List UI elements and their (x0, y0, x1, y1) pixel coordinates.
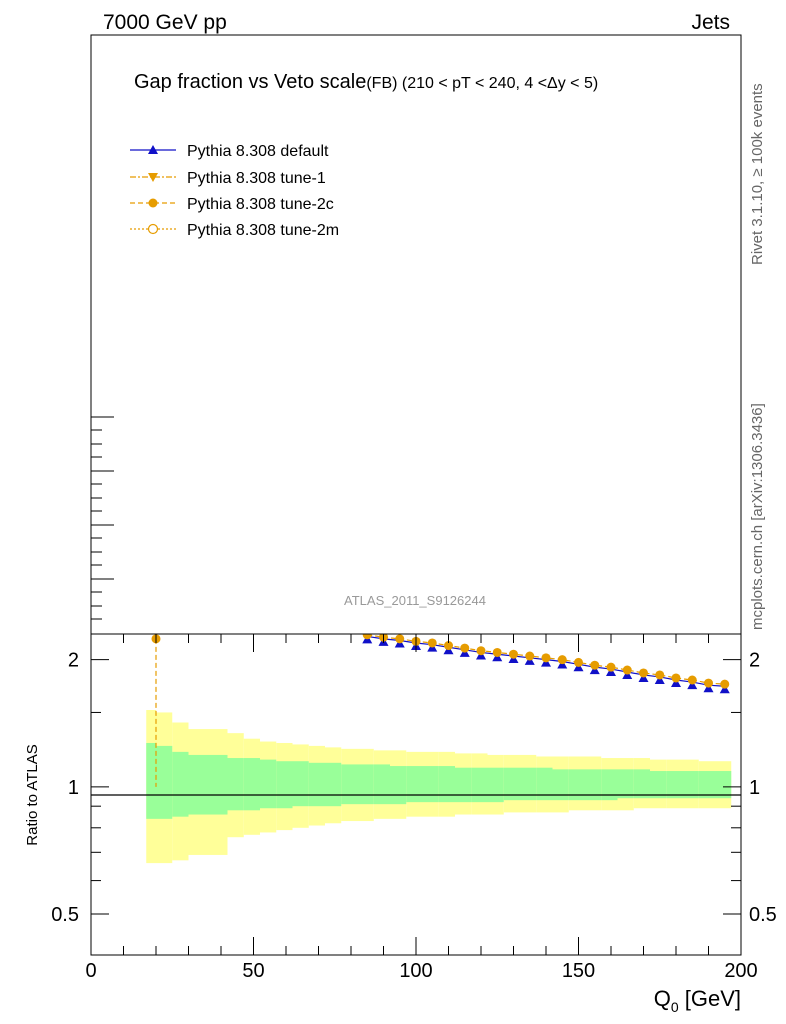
rivet-label: Rivet 3.1.10, ≥ 100k events (749, 83, 766, 265)
band-inner-bin (682, 771, 699, 799)
band-inner-bin (276, 761, 293, 809)
legend-label: Pythia 8.308 tune-2c (187, 196, 334, 213)
ratio-ytick-label-left: 0.5 (51, 904, 79, 926)
beam-label: 7000 GeV pp (103, 11, 227, 34)
mcplots-label: mcplots.cern.ch [arXiv:1306.3436] (749, 403, 766, 630)
xtick-label: 200 (724, 960, 757, 982)
series-default-marker (687, 680, 698, 690)
band-inner-bin (650, 771, 667, 799)
series-tune-marker (687, 675, 697, 685)
band-inner-bin (536, 767, 553, 801)
band-inner-bin (520, 767, 537, 801)
series-tune-marker (720, 679, 730, 689)
band-inner-bin (341, 764, 358, 805)
band-inner-bin (243, 758, 260, 811)
category-label: Jets (691, 11, 730, 34)
legend-label: Pythia 8.308 tune-2m (187, 222, 339, 239)
band-inner-bin (308, 762, 325, 807)
band-inner-bin (471, 767, 488, 803)
band-inner-bin (406, 766, 423, 803)
band-inner-bin (188, 754, 228, 815)
band-inner-bin (585, 769, 602, 801)
ratio-axes: 0.5 0.5 1 1 2 2 0 50 100 150 200 (51, 634, 777, 982)
series-tune-marker (541, 653, 551, 663)
ratio-ytick-label-right: 0.5 (749, 904, 777, 926)
series-tune-marker (492, 647, 502, 657)
main-panel-ticks (91, 416, 114, 620)
ratio-ytick-label-right: 1 (749, 777, 760, 799)
series-tune-marker (606, 662, 616, 672)
series-tune-marker (509, 649, 518, 659)
ratio-ytick-label-left: 1 (68, 777, 79, 799)
x-axis-label-main: Q (654, 986, 671, 1011)
series-tune-marker (704, 678, 713, 688)
ratio-ytick-label-left: 2 (68, 650, 79, 672)
series-tune-marker (525, 651, 535, 661)
series-tune-marker (427, 638, 437, 648)
ratio-bands (146, 710, 732, 864)
band-inner-bin (503, 767, 520, 801)
legend-marker-circle-open (147, 223, 159, 235)
xtick-label: 100 (399, 960, 432, 982)
band-inner-bin (390, 766, 407, 805)
series-tune-marker (574, 657, 583, 667)
series-tune-marker (557, 655, 567, 665)
legend-marker-triangle-up (148, 145, 158, 154)
band-inner-bin (227, 758, 244, 811)
band-inner-bin (357, 764, 374, 805)
series-tune-marker (476, 646, 486, 656)
x-axis-label: Q0 [GeV] (654, 986, 741, 1015)
band-inner-bin (601, 769, 618, 801)
band-inner-bin (455, 767, 472, 803)
chart-title-main: Gap fraction vs Veto scale (134, 71, 366, 93)
xtick-label: 0 (85, 960, 96, 982)
series-default-marker (654, 674, 665, 684)
chart-title-sub: (FB) (210 < pT < 240, 4 <Δy < 5) (366, 75, 598, 92)
band-inner-bin (552, 769, 569, 801)
series-tune-marker (444, 641, 453, 651)
legend-label: Pythia 8.308 default (187, 143, 329, 160)
series-tune-marker (655, 670, 665, 680)
legend-marker-circle (148, 198, 158, 208)
x-axis-label-sub: 0 (671, 999, 679, 1015)
band-inner-bin (698, 771, 715, 799)
series-default-marker (703, 683, 714, 693)
band-inner-bin (146, 742, 156, 819)
series-tune-marker (362, 634, 372, 640)
band-inner-bin (666, 771, 683, 799)
band-inner-bin (422, 766, 439, 803)
band-inner-bin (172, 751, 189, 817)
main-panel-frame (90, 34, 742, 635)
series-tune-marker (395, 634, 405, 644)
ratio-ytick-label-right: 2 (749, 650, 760, 672)
chart-title: Gap fraction vs Veto scale(FB) (210 < pT… (134, 71, 598, 93)
band-inner-bin (438, 766, 455, 803)
band-inner-bin (487, 767, 504, 803)
series-tune-marker (639, 668, 648, 678)
band-inner-bin (260, 759, 277, 809)
band-inner-bin (156, 745, 173, 819)
band-inner-bin (633, 769, 650, 799)
band-inner-bin (568, 769, 585, 801)
band-inner-bin (292, 761, 309, 807)
band-inner-bin (373, 764, 390, 805)
series-tune-marker (460, 643, 470, 653)
legend: Pythia 8.308 default Pythia 8.308 tune-1 P… (130, 143, 339, 239)
ratio-ylabel: Ratio to ATLAS (24, 744, 41, 845)
series-tune-marker (590, 660, 600, 670)
band-inner-bin (715, 771, 732, 799)
series-tune-marker (622, 665, 632, 675)
band-inner-bin (325, 762, 342, 807)
series-default-marker (671, 678, 681, 688)
xtick-label: 50 (242, 960, 264, 982)
legend-label: Pythia 8.308 tune-1 (187, 170, 326, 187)
band-inner-bin (617, 769, 634, 799)
legend-marker-triangle-down (148, 173, 158, 182)
x-axis-label-unit: [GeV] (679, 986, 741, 1011)
analysis-label: ATLAS_2011_S9126244 (344, 593, 486, 608)
xtick-label: 150 (562, 960, 595, 982)
series-default-marker (719, 684, 730, 694)
series-tune-marker (671, 673, 681, 683)
